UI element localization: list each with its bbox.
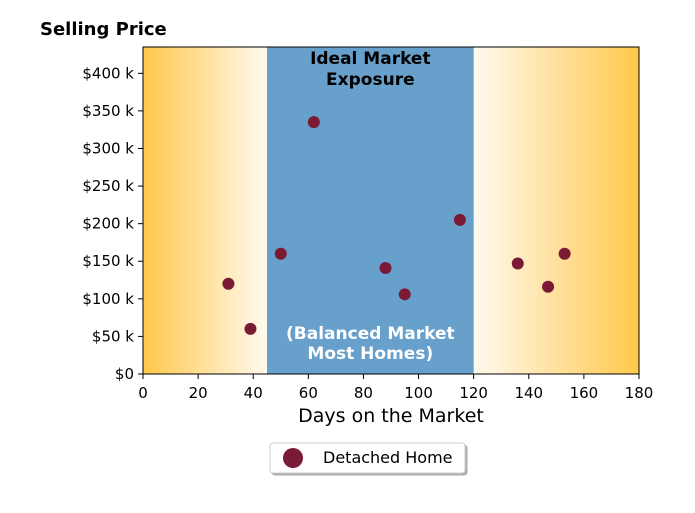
plot-frame: [142, 46, 640, 375]
y-tick-label: $0: [115, 365, 134, 383]
legend-label: Detached Home: [323, 448, 453, 467]
chart-title: Selling Price: [40, 19, 167, 40]
ideal-exposure-label: Exposure: [326, 70, 415, 90]
plot-background: [143, 47, 639, 374]
balanced-market-label: Most Homes): [307, 344, 433, 364]
legend-marker: [283, 448, 303, 468]
legend[interactable]: Detached Home: [269, 442, 466, 474]
y-tick-label: $350 k: [82, 102, 134, 120]
x-tick-label: 100: [404, 384, 433, 402]
balanced-market-label: (Balanced Market: [286, 324, 455, 344]
data-point: [307, 116, 320, 129]
axes: 0 20 40 60 80 100 120 140 160 180 $0 $50 k $100 k $15…: [82, 64, 653, 402]
x-axis-label: Days on the Market: [298, 405, 484, 427]
data-points: [222, 116, 571, 335]
data-point: [274, 247, 287, 260]
x-tick-label: 60: [299, 384, 318, 402]
data-point: [398, 288, 411, 301]
y-tick-label: $250 k: [82, 177, 134, 195]
x-tick-label: 0: [138, 384, 148, 402]
y-tick-label: $100 k: [82, 290, 134, 308]
x-tick-label: 180: [625, 384, 654, 402]
y-tick-label: $300 k: [82, 139, 134, 157]
x-tick-label: 40: [244, 384, 263, 402]
x-tick-label: 160: [570, 384, 599, 402]
right-gradient-region: [473, 47, 639, 374]
y-tick-label: $200 k: [82, 215, 134, 233]
data-point: [453, 213, 466, 226]
data-point: [379, 262, 392, 275]
left-gradient-region: [143, 47, 267, 374]
x-tick-label: 140: [514, 384, 543, 402]
x-tick-label: 80: [354, 384, 373, 402]
x-tick-label: 120: [459, 384, 488, 402]
legend-box: [269, 442, 466, 474]
y-tick-label: $400 k: [82, 64, 134, 82]
ideal-exposure-label: Ideal Market: [310, 49, 431, 69]
data-point: [542, 280, 555, 293]
data-point: [511, 257, 524, 270]
x-tick-label: 20: [189, 384, 208, 402]
y-tick-label: $150 k: [82, 252, 134, 270]
ideal-exposure-band: [267, 47, 474, 374]
data-point: [558, 247, 571, 260]
data-point: [222, 277, 235, 290]
y-tick-label: $50 k: [92, 327, 134, 345]
data-point: [244, 322, 257, 335]
